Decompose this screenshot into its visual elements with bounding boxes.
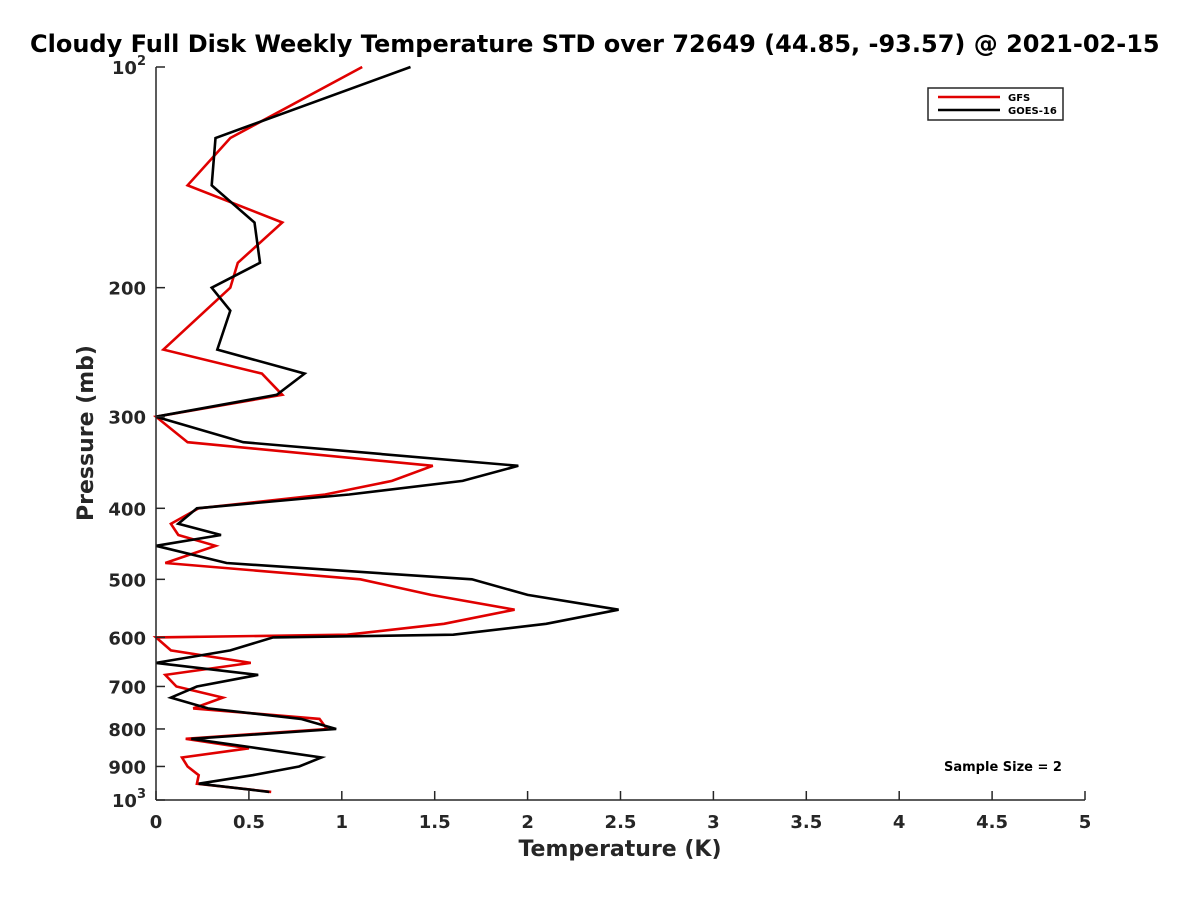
legend: GFS GOES-16 xyxy=(927,87,1064,121)
y-tick-label: 102 xyxy=(112,54,146,79)
x-tick-label: 2 xyxy=(521,812,534,833)
y-tick-label: 600 xyxy=(108,628,146,649)
series-layer xyxy=(152,65,619,794)
y-tick-label: 103 xyxy=(112,787,146,812)
y-tick-label: 400 xyxy=(108,499,146,520)
legend-label-gfs: GFS xyxy=(1008,93,1030,104)
x-tick-label: 4 xyxy=(893,812,906,833)
chart-title: Cloudy Full Disk Weekly Temperature STD … xyxy=(30,30,1160,58)
x-tick-label: 0.5 xyxy=(233,812,265,833)
x-tick-label: 3 xyxy=(707,812,720,833)
y-tick-label: 200 xyxy=(108,279,146,300)
y-tick-label: 500 xyxy=(108,570,146,591)
x-tick-label: 1.5 xyxy=(419,812,451,833)
legend-box xyxy=(927,87,1064,121)
y-axis-label: Pressure (mb) xyxy=(74,345,99,521)
y-tick-label: 900 xyxy=(108,757,146,778)
x-tick-label: 5 xyxy=(1079,812,1092,833)
x-tick-label: 1 xyxy=(336,812,349,833)
x-tick-label: 0 xyxy=(150,812,163,833)
y-tick-label: 800 xyxy=(108,720,146,741)
y-tick-label: 300 xyxy=(108,408,146,429)
x-axis-label: Temperature (K) xyxy=(518,837,721,862)
axes-layer: 0 0.5 1 1.5 2 2.5 3 3.5 4 4.5 5 102 200 300 400 500 600 7… xyxy=(108,54,1091,833)
x-tick-label: 2.5 xyxy=(605,812,637,833)
sample-size-annotation: Sample Size = 2 xyxy=(944,760,1062,775)
x-tick-label: 4.5 xyxy=(976,812,1008,833)
series-line-goes-16 xyxy=(155,65,619,794)
y-tick-label: 700 xyxy=(108,677,146,698)
x-tick-label: 3.5 xyxy=(790,812,822,833)
legend-label-goes-16: GOES-16 xyxy=(1008,106,1057,117)
